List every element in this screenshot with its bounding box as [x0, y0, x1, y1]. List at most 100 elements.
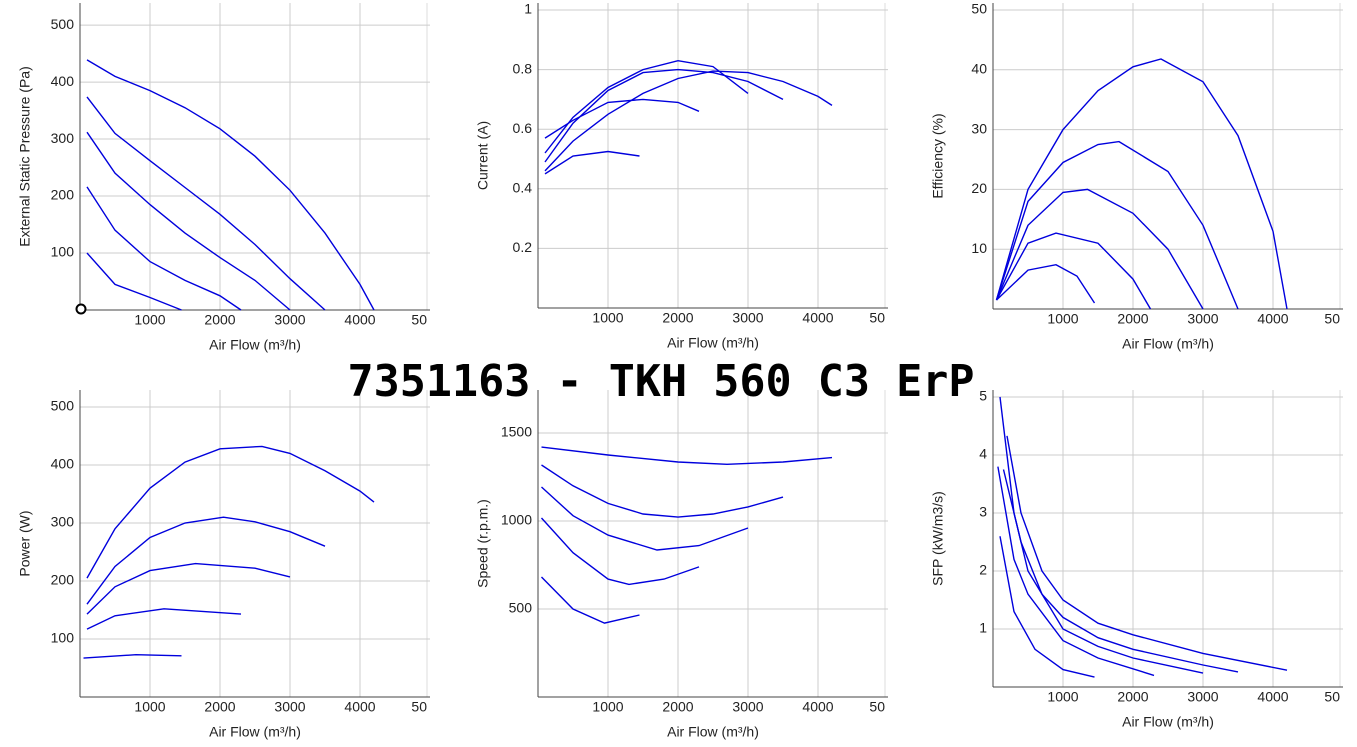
x-tick-label: 50: [411, 312, 427, 328]
y-tick-label: 300: [51, 514, 75, 530]
y-tick-label: 0.2: [513, 239, 533, 255]
x-tick-label: 2000: [204, 699, 235, 715]
curve: [86, 516, 326, 605]
curve: [1002, 469, 1239, 673]
x-tick-label: 3000: [732, 310, 763, 326]
y-tick-label: 1: [524, 1, 532, 17]
curve: [541, 464, 784, 518]
y-tick-label: 0.8: [513, 60, 533, 76]
y-tick-label: 3: [979, 504, 987, 520]
curve: [86, 445, 375, 579]
curve: [1006, 435, 1288, 671]
x-axis-label: Air Flow (m³/h): [209, 337, 301, 353]
x-tick-label: 2000: [1117, 689, 1148, 705]
curve: [995, 232, 1152, 310]
x-tick-label: 1000: [134, 312, 165, 328]
y-tick-label: 40: [971, 61, 987, 77]
curve: [541, 576, 640, 624]
chart: 1000 2000 3000 4000 50 500 1000 1500 Speed (r.p.…: [475, 390, 888, 740]
y-tick-label: 0.4: [513, 180, 533, 196]
x-tick-label: 4000: [344, 699, 375, 715]
y-tick-label: 1000: [501, 512, 532, 528]
y-tick-label: 4: [979, 446, 987, 462]
x-tick-label: 50: [869, 310, 885, 326]
y-tick-label: 400: [51, 456, 75, 472]
x-tick-label: 4000: [1257, 311, 1288, 327]
x-tick-label: 1000: [592, 310, 623, 326]
x-tick-label: 3000: [1187, 689, 1218, 705]
x-tick-label: 1000: [592, 699, 623, 715]
x-tick-label: 1000: [1047, 689, 1078, 705]
x-axis-label: Air Flow (m³/h): [667, 724, 759, 740]
curve: [541, 486, 749, 551]
curve: [996, 263, 1096, 304]
y-tick-label: 300: [51, 130, 75, 146]
chart: 1000 2000 3000 4000 50 100 200 300 400 500 Externa…: [17, 3, 430, 353]
page-title: 7351163 - TKH 560 C3 ErP: [348, 356, 975, 407]
x-tick-label: 50: [411, 699, 427, 715]
x-axis-label: Air Flow (m³/h): [1122, 336, 1214, 352]
curve: [540, 517, 700, 586]
curve: [997, 466, 1155, 677]
y-tick-label: 50: [971, 1, 987, 17]
x-tick-label: 3000: [274, 312, 305, 328]
y-axis-label: Power (W): [17, 510, 33, 576]
y-tick-label: 2: [979, 562, 987, 578]
y-axis-label: Current (A): [475, 121, 491, 190]
x-tick-label: 1000: [1047, 311, 1078, 327]
y-tick-label: 100: [51, 244, 75, 260]
x-tick-label: 2000: [662, 699, 693, 715]
y-tick-label: 400: [51, 73, 75, 89]
chart: 1000 2000 3000 4000 50 0.2 0.4 0.6 0.8 1 Current (…: [475, 1, 888, 351]
curve: [541, 446, 833, 466]
curve: [86, 96, 326, 311]
y-tick-label: 500: [51, 16, 75, 32]
x-tick-label: 3000: [1187, 311, 1218, 327]
charts: 1000 2000 3000 4000 50 100 200 300 400 500 Externa…: [17, 1, 1343, 740]
curve: [995, 140, 1239, 310]
y-tick-label: 100: [51, 630, 75, 646]
curve: [86, 131, 291, 311]
y-tick-label: 30: [971, 120, 987, 136]
y-axis-label: SFP (kW/m3/s): [930, 491, 946, 586]
y-tick-label: 200: [51, 187, 75, 203]
x-tick-label: 2000: [204, 312, 235, 328]
curve: [999, 536, 1095, 678]
curve: [995, 58, 1288, 310]
curve: [86, 252, 182, 311]
curve: [999, 396, 1204, 674]
y-tick-label: 0.6: [513, 120, 533, 136]
curve: [544, 98, 700, 139]
x-tick-label: 2000: [662, 310, 693, 326]
y-tick-label: 20: [971, 180, 987, 196]
x-tick-label: 3000: [274, 699, 305, 715]
chart: 1000 2000 3000 4000 50 1 2 3 4 5 SFP (kW/m3/s) Air …: [930, 388, 1343, 730]
y-axis-label: Efficiency (%): [930, 113, 946, 198]
x-axis-label: Air Flow (m³/h): [667, 335, 759, 351]
curve: [544, 70, 833, 172]
y-axis-label: External Static Pressure (Pa): [17, 66, 33, 247]
x-axis-label: Air Flow (m³/h): [209, 724, 301, 740]
curve: [86, 608, 242, 630]
x-tick-label: 4000: [802, 310, 833, 326]
curve: [86, 186, 242, 311]
curve: [83, 653, 182, 659]
y-tick-label: 1: [979, 620, 987, 636]
x-tick-label: 4000: [1257, 689, 1288, 705]
chart: 1000 2000 3000 4000 50 100 200 300 400 500 Power (…: [17, 390, 430, 740]
y-tick-label: 500: [51, 398, 75, 414]
x-tick-label: 1000: [134, 699, 165, 715]
curve: [86, 562, 291, 615]
curve: [995, 188, 1204, 310]
x-tick-label: 2000: [1117, 311, 1148, 327]
y-tick-label: 500: [509, 600, 533, 616]
cursor-marker: [75, 303, 87, 315]
x-tick-label: 50: [1324, 311, 1340, 327]
y-axis-label: Speed (r.p.m.): [475, 499, 491, 588]
curve: [86, 59, 375, 311]
x-axis-label: Air Flow (m³/h): [1122, 714, 1214, 730]
x-tick-label: 3000: [732, 699, 763, 715]
chart: 1000 2000 3000 4000 50 10 20 30 40 50 Efficiency (…: [930, 1, 1343, 352]
y-tick-label: 1500: [501, 424, 532, 440]
